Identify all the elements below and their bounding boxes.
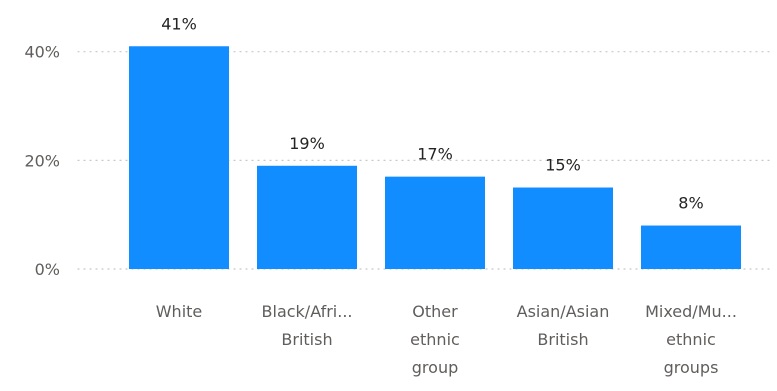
bars <box>129 46 741 270</box>
bar <box>513 187 613 269</box>
data-label: 41% <box>161 14 197 33</box>
y-tick-label: 0% <box>35 260 60 279</box>
bar <box>257 165 357 269</box>
x-tick-label: Mixed/Mu... <box>645 302 737 321</box>
data-labels: 41% 19% 17% 15% 8% <box>161 14 703 212</box>
bar <box>641 225 741 269</box>
bar <box>385 176 485 269</box>
data-label: 8% <box>678 194 703 213</box>
data-label: 19% <box>289 134 325 153</box>
x-axis-category-labels: White Black/Afri... British Other ethnic grou… <box>156 302 737 377</box>
x-tick-label: Asian/Asian <box>517 302 610 321</box>
y-tick-label: 20% <box>24 151 60 170</box>
y-axis-tick-labels: 0% 20% 40% <box>24 43 60 279</box>
data-label: 15% <box>545 156 581 175</box>
x-tick-label: group <box>412 358 458 377</box>
data-label: 17% <box>417 145 453 164</box>
x-tick-label: White <box>156 302 203 321</box>
x-tick-label: groups <box>664 358 719 377</box>
y-tick-label: 40% <box>24 43 60 62</box>
x-tick-label: ethnic <box>666 330 716 349</box>
x-tick-label: Black/Afri... <box>262 302 353 321</box>
x-tick-label: Other <box>412 302 458 321</box>
x-tick-label: British <box>537 330 588 349</box>
x-tick-label: ethnic <box>410 330 460 349</box>
bar <box>129 46 229 270</box>
x-tick-label: British <box>281 330 332 349</box>
